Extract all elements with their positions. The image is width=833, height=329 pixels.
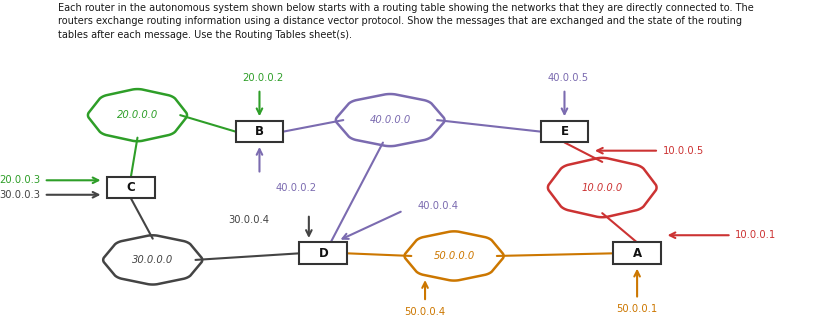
Text: 10.0.0.0: 10.0.0.0 xyxy=(581,183,623,192)
Text: 40.0.0.4: 40.0.0.4 xyxy=(418,201,459,211)
Text: 40.0.0.5: 40.0.0.5 xyxy=(547,73,589,83)
Text: Each router in the autonomous system shown below starts with a routing table sho: Each router in the autonomous system sho… xyxy=(57,3,753,40)
Text: D: D xyxy=(318,247,328,260)
Text: 30.0.0.4: 30.0.0.4 xyxy=(228,215,269,225)
Text: 20.0.0.3: 20.0.0.3 xyxy=(0,175,40,185)
Text: 50.0.0.1: 50.0.0.1 xyxy=(616,304,658,314)
Text: 50.0.0.0: 50.0.0.0 xyxy=(433,251,475,261)
Text: 10.0.0.5: 10.0.0.5 xyxy=(662,146,704,156)
FancyBboxPatch shape xyxy=(541,121,588,142)
Text: 20.0.0.2: 20.0.0.2 xyxy=(242,73,284,83)
Text: 50.0.0.4: 50.0.0.4 xyxy=(405,307,446,317)
Polygon shape xyxy=(405,231,504,281)
Text: 10.0.0.1: 10.0.0.1 xyxy=(736,230,776,240)
FancyBboxPatch shape xyxy=(107,177,155,198)
Text: 40.0.0.0: 40.0.0.0 xyxy=(370,115,411,125)
Text: 30.0.0.3: 30.0.0.3 xyxy=(0,190,40,200)
Polygon shape xyxy=(88,89,187,141)
Polygon shape xyxy=(103,235,202,285)
Polygon shape xyxy=(336,94,445,146)
Text: E: E xyxy=(561,125,568,138)
FancyBboxPatch shape xyxy=(299,242,347,264)
Text: C: C xyxy=(127,181,135,194)
Polygon shape xyxy=(548,158,656,217)
FancyBboxPatch shape xyxy=(236,121,283,142)
Text: A: A xyxy=(632,247,641,260)
Text: 30.0.0.0: 30.0.0.0 xyxy=(132,255,173,265)
FancyBboxPatch shape xyxy=(613,242,661,264)
Text: 40.0.0.2: 40.0.0.2 xyxy=(275,183,317,192)
Text: B: B xyxy=(255,125,264,138)
Text: 20.0.0.0: 20.0.0.0 xyxy=(117,110,158,120)
